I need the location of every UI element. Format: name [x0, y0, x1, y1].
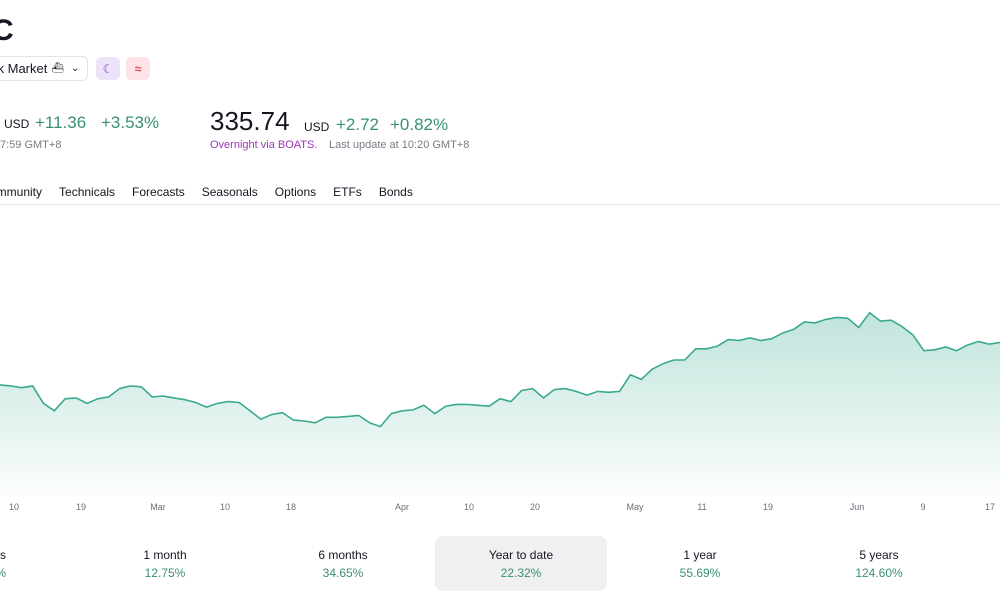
price: 335.74: [210, 106, 290, 136]
period-tab-6-months[interactable]: 6 months 34.65%: [257, 536, 429, 591]
period-tab-5-years[interactable]: 5 years 124.60%: [793, 536, 965, 591]
left-currency: USD: [4, 117, 30, 131]
period-label: Year to date: [488, 548, 554, 562]
tab-seasonals[interactable]: Seasonals: [201, 185, 258, 199]
ticker-symbol: C: [0, 14, 15, 47]
tab-technicals[interactable]: Technicals: [59, 185, 116, 199]
x-axis-tick-label: 10: [220, 502, 230, 512]
x-axis-tick-label: 20: [530, 502, 540, 512]
chart-area-fill: [0, 312, 1000, 495]
chart-price-line: [0, 311, 1000, 428]
left-change-percent: +3.53%: [101, 113, 160, 132]
x-axis-tick-label: 18: [286, 502, 296, 512]
x-axis-tick-label: 9: [920, 502, 925, 512]
period-value: 34.65%: [322, 566, 364, 580]
wave-badge-button[interactable]: ≈: [126, 57, 150, 80]
overnight-label[interactable]: Overnight via BOATS.: [210, 139, 318, 151]
tab-bar: ommunity Technicals Forecasts Seasonals …: [0, 185, 413, 205]
x-axis-tick-label: 11: [697, 502, 706, 512]
period-value: 55.69%: [679, 566, 721, 580]
period-value: %: [0, 566, 86, 580]
price-change-percent: +0.82%: [390, 115, 449, 134]
currency: USD: [304, 120, 330, 134]
left-time: 7:59 GMT+8: [0, 139, 62, 151]
last-update: Last update at 10:20 GMT+8: [329, 139, 470, 151]
tab-etfs[interactable]: ETFs: [333, 185, 362, 199]
period-label: 6 months: [318, 548, 368, 562]
price-chart[interactable]: 10 19 Mar 10 18 Apr 10 20 May 11 19 Jun 9 17: [0, 205, 1000, 520]
building-icon: ⛴: [51, 63, 65, 74]
x-axis-tick-label: May: [626, 502, 644, 512]
x-axis-tick-label: 19: [763, 502, 773, 512]
x-axis-tick-label: 19: [76, 502, 86, 512]
tab-bonds[interactable]: Bonds: [378, 185, 413, 199]
left-change: +11.36: [35, 113, 87, 132]
period-value: 12.75%: [144, 566, 186, 580]
moon-badge-button[interactable]: ☾: [96, 57, 120, 80]
period-tab-1-month[interactable]: 1 month 12.75%: [79, 536, 251, 591]
market-label: ck Market: [0, 61, 48, 76]
x-axis-tick-label: 17: [985, 502, 995, 512]
period-tab-year-to-date[interactable]: Year to date 22.32%: [435, 536, 607, 591]
tab-options[interactable]: Options: [274, 185, 317, 199]
period-label: 1 year: [683, 548, 717, 562]
wave-icon: ≈: [134, 61, 142, 76]
period-tab-1[interactable]: s %: [0, 536, 86, 591]
x-axis-tick-label: Apr: [395, 502, 409, 512]
period-value: 22.32%: [500, 566, 542, 580]
period-label: 1 month: [143, 548, 187, 562]
period-performance-bar: s % 1 month 12.75% 6 months 34.65% Year …: [0, 536, 1000, 592]
market-selector-button[interactable]: ck Market ⛴ ⌄: [0, 56, 88, 81]
x-axis-tick-label: Mar: [150, 502, 166, 512]
period-tab-1-year[interactable]: 1 year 55.69%: [614, 536, 786, 591]
tab-forecasts[interactable]: Forecasts: [132, 185, 185, 199]
chevron-down-icon: ⌄: [71, 63, 80, 74]
tab-community[interactable]: ommunity: [0, 185, 43, 199]
x-axis-tick-label: Jun: [850, 502, 865, 512]
period-value: 124.60%: [855, 566, 903, 580]
x-axis-tick-label: 10: [464, 502, 474, 512]
period-label: 5 years: [859, 548, 899, 562]
price-change: +2.72: [336, 115, 380, 134]
tab-divider: [0, 204, 1000, 205]
period-label: s: [0, 548, 6, 562]
x-axis-tick-label: 10: [9, 502, 19, 512]
moon-icon: ☾: [102, 61, 114, 76]
